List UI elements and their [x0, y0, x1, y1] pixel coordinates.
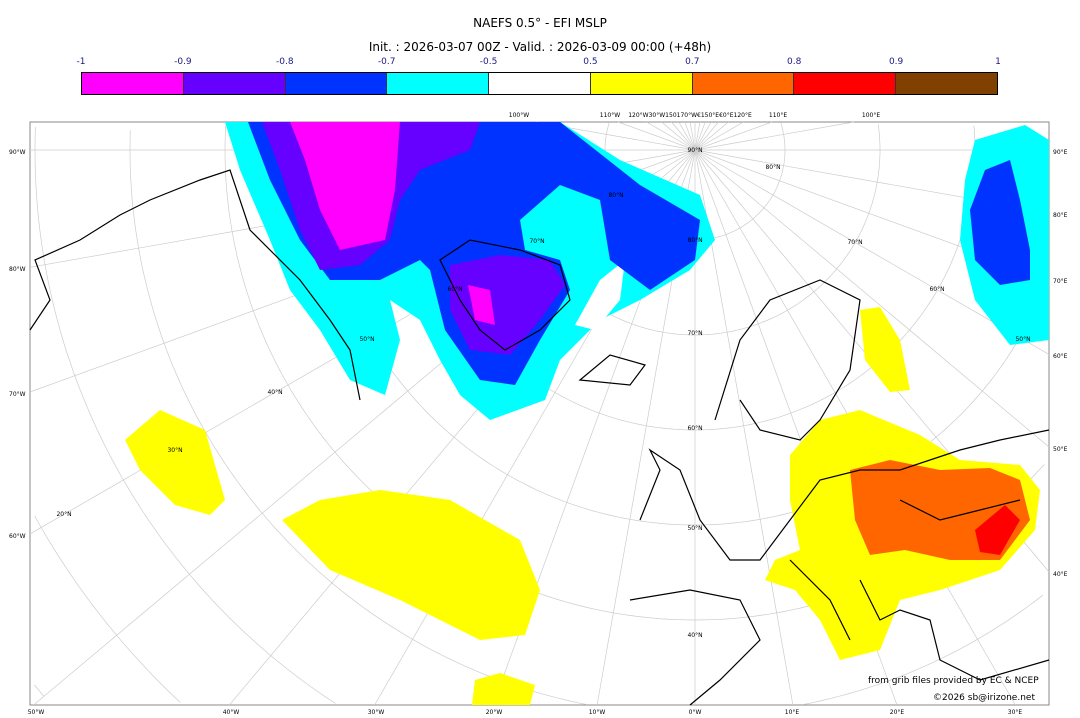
coordinate-label: 10°E	[785, 709, 800, 716]
colorbar-swatch	[285, 73, 388, 94]
copyright: ©2026 sb@irizone.net	[933, 693, 1035, 703]
colorbar-swatch	[387, 73, 490, 94]
coordinate-label: 80°N	[608, 192, 623, 199]
colorbar-swatch	[794, 73, 897, 94]
coastlines	[29, 169, 1050, 706]
coordinate-label: 90°N	[687, 147, 702, 154]
coordinate-label: 50°N	[359, 336, 374, 343]
colorbar-tick: 0.7	[685, 57, 700, 67]
meridian-line	[661, 121, 696, 151]
colorbar-swatch	[692, 73, 795, 94]
coordinate-label: 80°W	[9, 266, 26, 273]
latitude-circle	[34, 684, 45, 697]
coordinate-label: 90°W	[9, 149, 26, 156]
red-area	[975, 505, 1020, 555]
coordinate-label: 0°W	[689, 709, 702, 716]
coordinate-label: 70°W	[9, 391, 26, 398]
coordinate-label: 50°N	[1015, 336, 1030, 343]
latitude-circle	[34, 515, 181, 703]
meridian-line	[694, 121, 744, 151]
meridian-line	[694, 121, 854, 151]
coordinate-label: 100°E	[862, 112, 880, 119]
meridian-line	[694, 121, 729, 151]
meridian-line	[646, 121, 696, 151]
colorbar-tick: 0.9	[888, 57, 904, 67]
map-title: NAEFS 0.5° - EFI MSLP	[473, 16, 607, 30]
coordinate-label: 80°E	[1053, 212, 1068, 219]
yellow-area-atlantic-1	[125, 410, 225, 515]
meridian-line	[678, 121, 696, 151]
yellow-area-atlantic-2	[282, 490, 540, 640]
coordinate-label: 50°N	[687, 525, 702, 532]
colorbar-tick: -0.9	[174, 57, 192, 67]
colorbar-tick: -0.5	[479, 57, 498, 67]
source-credit: from grib files provided by EC & NCEP	[868, 676, 1039, 686]
colorbar	[81, 72, 998, 95]
meridian-line	[671, 121, 696, 151]
coordinate-label: 70°N	[687, 330, 702, 337]
magenta-area	[290, 122, 495, 325]
white-gap	[575, 260, 625, 330]
latitude-circle	[34, 126, 336, 704]
coordinate-label: 30°E	[1008, 709, 1023, 716]
colorbar-tick: 0.8	[787, 57, 802, 67]
coordinate-label: 120°W30°W150170°W€150°E€0°E120°E	[628, 112, 752, 119]
coordinate-label: 20°W	[486, 709, 503, 716]
meridian-line	[694, 121, 706, 151]
meridian-line	[694, 121, 701, 151]
coordinate-label: 70°N	[847, 239, 862, 246]
coordinate-label: 30°N	[167, 447, 182, 454]
meridian-line	[617, 121, 696, 151]
meridian-line	[694, 121, 719, 151]
coordinate-label: 60°N	[929, 286, 944, 293]
coordinate-label: 60°N	[687, 425, 702, 432]
colorbar-swatch	[82, 73, 184, 94]
coordinate-label: 70°N	[529, 238, 544, 245]
meridian-line	[694, 149, 1050, 448]
meridian-line	[689, 121, 696, 151]
colorbar-swatch	[896, 73, 998, 94]
coordinate-label: 60°W	[9, 533, 26, 540]
coordinate-label: 40°N	[687, 632, 702, 639]
colorbar-tick: -0.7	[377, 57, 396, 67]
coordinate-label: 60°E	[1053, 353, 1068, 360]
coordinate-label: 110°W	[600, 112, 620, 119]
coordinate-label: 30°W	[368, 709, 385, 716]
coordinate-label: 110°E	[769, 112, 787, 119]
coordinate-label: 40°N	[267, 389, 282, 396]
yellow-area-russia	[860, 307, 910, 392]
map-labels: 90°W 80°W 70°W 60°W 90°E 80°E 70°E 60°E 50°E 40°E…	[9, 112, 1068, 716]
map-subtitle: Init. : 2026-03-07 00Z - Valid. : 2026-0…	[368, 40, 712, 54]
yellow-area-atlantic-3	[472, 673, 535, 705]
coordinate-label: 20°N	[56, 511, 71, 518]
coordinate-label: 80°N	[687, 237, 702, 244]
meridian-line	[694, 149, 1050, 355]
coordinate-label: 60°N	[447, 286, 462, 293]
coordinate-label: 50°W	[28, 709, 45, 716]
coordinate-label: 40°E	[1053, 571, 1068, 578]
coordinate-label: 80°N	[765, 164, 780, 171]
colorbar-tick: 0.5	[583, 57, 598, 67]
coordinate-label: 10°W	[589, 709, 606, 716]
colorbar-tick: -1	[76, 57, 86, 67]
colorbar-tick: 1	[995, 57, 1001, 67]
meridian-line	[694, 121, 712, 151]
meridian-line	[684, 121, 696, 151]
colorbar-tick: -0.8	[275, 57, 294, 67]
colorbar-swatch	[489, 73, 591, 94]
coordinate-label: 50°E	[1053, 446, 1068, 453]
coordinate-label: 40°W	[223, 709, 240, 716]
meridian-line	[694, 121, 773, 151]
colorbar-swatch	[183, 73, 286, 94]
coordinate-label: 70°E	[1053, 278, 1068, 285]
colorbar-swatch	[590, 73, 693, 94]
blue-area-east	[970, 160, 1030, 285]
latitude-circle	[129, 130, 1044, 705]
coordinate-label: 20°E	[890, 709, 905, 716]
coordinate-label: 90°E	[1053, 149, 1068, 156]
coordinate-label: 100°W	[509, 112, 529, 119]
